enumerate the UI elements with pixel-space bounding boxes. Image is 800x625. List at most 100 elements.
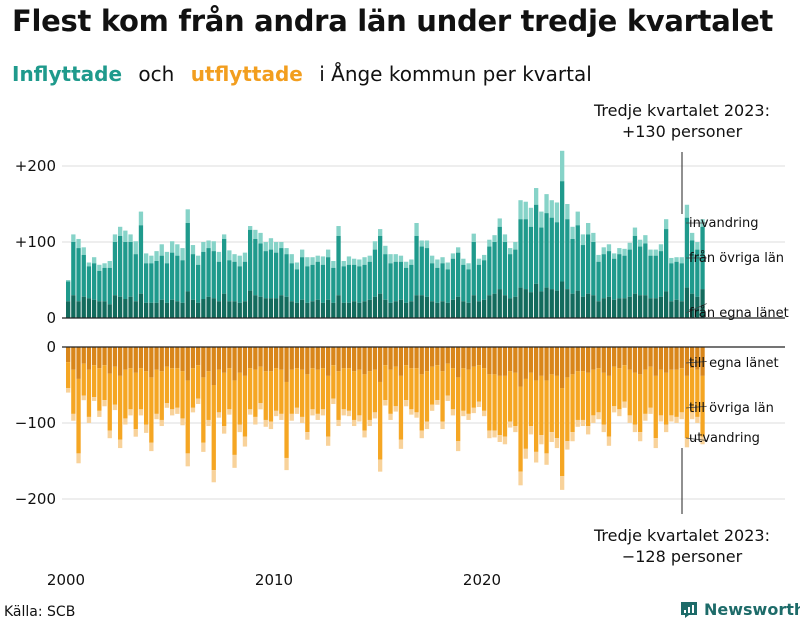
bar-utvandring xyxy=(461,410,466,417)
newsworthy-logo-icon xyxy=(681,601,697,618)
bar-fran-egna-lanet xyxy=(346,302,352,318)
bar-utvandring xyxy=(258,403,263,410)
bar-fran-ovriga-lan xyxy=(404,267,409,303)
bar-invandring xyxy=(617,248,622,255)
bar-till-ovriga-lan xyxy=(279,369,284,414)
bar-till-egna-lanet xyxy=(679,347,684,369)
bar-invandring xyxy=(102,263,107,268)
bar-fran-egna-lanet xyxy=(201,299,206,318)
bar-till-ovriga-lan xyxy=(248,368,253,410)
bar-fran-ovriga-lan xyxy=(596,261,601,302)
bar-utvandring xyxy=(112,404,118,411)
bar-utvandring xyxy=(471,407,476,414)
bar-till-ovriga-lan xyxy=(144,371,149,425)
bar-invandring xyxy=(430,255,435,264)
bar-utvandring xyxy=(284,457,289,471)
bar-till-egna-lanet xyxy=(263,347,268,372)
bar-till-ovriga-lan xyxy=(606,375,612,437)
bar-utvandring xyxy=(591,415,596,423)
bar-fran-ovriga-lan xyxy=(695,249,700,297)
bar-fran-ovriga-lan xyxy=(81,254,86,297)
bar-invandring xyxy=(653,249,658,256)
bar-till-ovriga-lan xyxy=(632,372,638,425)
bar-invandring xyxy=(372,241,378,250)
bar-till-ovriga-lan xyxy=(435,365,440,401)
bar-fran-egna-lanet xyxy=(102,301,107,318)
bar-invandring xyxy=(284,248,289,255)
bar-utvandring xyxy=(180,418,185,426)
bar-utvandring xyxy=(268,421,274,430)
bar-fran-egna-lanet xyxy=(476,301,482,318)
bar-utvandring xyxy=(118,439,123,449)
bar-till-egna-lanet xyxy=(539,347,544,376)
bar-utvandring xyxy=(482,410,487,417)
bar-fran-egna-lanet xyxy=(138,293,144,318)
bar-till-ovriga-lan xyxy=(97,368,102,411)
bar-fran-egna-lanet xyxy=(159,299,164,318)
bar-fran-ovriga-lan xyxy=(128,242,133,297)
bar-utvandring xyxy=(544,453,549,465)
bar-fran-egna-lanet xyxy=(674,299,679,318)
bar-fran-ovriga-lan xyxy=(435,267,440,303)
bar-till-ovriga-lan xyxy=(331,365,336,399)
bar-fran-ovriga-lan xyxy=(326,257,331,300)
bar-till-egna-lanet xyxy=(367,347,372,372)
bar-fran-egna-lanet xyxy=(71,295,76,318)
bar-till-ovriga-lan xyxy=(487,374,492,431)
bar-fran-egna-lanet xyxy=(206,296,211,318)
bar-till-ovriga-lan xyxy=(201,377,206,443)
bar-invandring xyxy=(580,234,586,246)
bar-fran-ovriga-lan xyxy=(528,226,534,293)
bar-fran-egna-lanet xyxy=(690,293,695,318)
bar-utvandring xyxy=(133,429,138,437)
chart-title: Flest kom från andra län under tredje kv… xyxy=(12,4,774,38)
bar-utvandring xyxy=(580,419,586,427)
bar-fran-ovriga-lan xyxy=(674,261,679,300)
bar-invandring xyxy=(268,238,274,250)
bar-utvandring xyxy=(253,416,258,425)
bar-fran-egna-lanet xyxy=(118,296,123,318)
bar-utvandring xyxy=(575,419,580,427)
bar-utvandring xyxy=(669,415,674,422)
bar-till-egna-lanet xyxy=(606,347,612,376)
bar-fran-egna-lanet xyxy=(445,302,450,318)
bar-till-egna-lanet xyxy=(450,347,456,369)
bar-till-egna-lanet xyxy=(440,347,445,372)
bar-invandring xyxy=(632,227,638,236)
bar-invandring xyxy=(565,204,570,220)
bar-fran-ovriga-lan xyxy=(206,248,211,297)
bar-fran-ovriga-lan xyxy=(170,252,175,300)
bar-till-ovriga-lan xyxy=(372,369,378,413)
bar-till-egna-lanet xyxy=(528,347,534,373)
bar-invandring xyxy=(352,258,357,265)
bar-till-ovriga-lan xyxy=(679,368,684,413)
bar-till-ovriga-lan xyxy=(341,368,346,410)
bar-invandring xyxy=(622,248,627,256)
bar-till-egna-lanet xyxy=(430,347,435,367)
bar-till-egna-lanet xyxy=(294,347,300,369)
bar-invandring xyxy=(294,262,300,270)
bar-fran-ovriga-lan xyxy=(92,263,97,300)
bar-fran-egna-lanet xyxy=(222,293,227,318)
bar-till-egna-lanet xyxy=(544,347,549,381)
bar-fran-ovriga-lan xyxy=(144,263,149,303)
bar-fran-egna-lanet xyxy=(560,281,565,318)
bar-invandring xyxy=(404,261,409,268)
bar-till-ovriga-lan xyxy=(596,368,601,413)
bar-utvandring xyxy=(440,421,445,430)
bar-utvandring xyxy=(476,401,482,408)
annotation-top-line2: +130 personer xyxy=(622,122,743,141)
bar-utvandring xyxy=(222,426,227,434)
subtitle-och: och xyxy=(138,62,175,86)
bar-till-ovriga-lan xyxy=(284,381,289,458)
bar-utvandring xyxy=(305,432,310,440)
bar-fran-egna-lanet xyxy=(456,296,461,318)
bar-fran-egna-lanet xyxy=(357,302,362,318)
bar-fran-ovriga-lan xyxy=(658,251,664,297)
bar-invandring xyxy=(456,247,461,253)
bar-invandring xyxy=(248,226,253,230)
bar-till-ovriga-lan xyxy=(76,378,81,454)
bar-utvandring xyxy=(102,400,107,407)
bar-fran-egna-lanet xyxy=(638,295,643,318)
bar-till-ovriga-lan xyxy=(175,368,180,408)
